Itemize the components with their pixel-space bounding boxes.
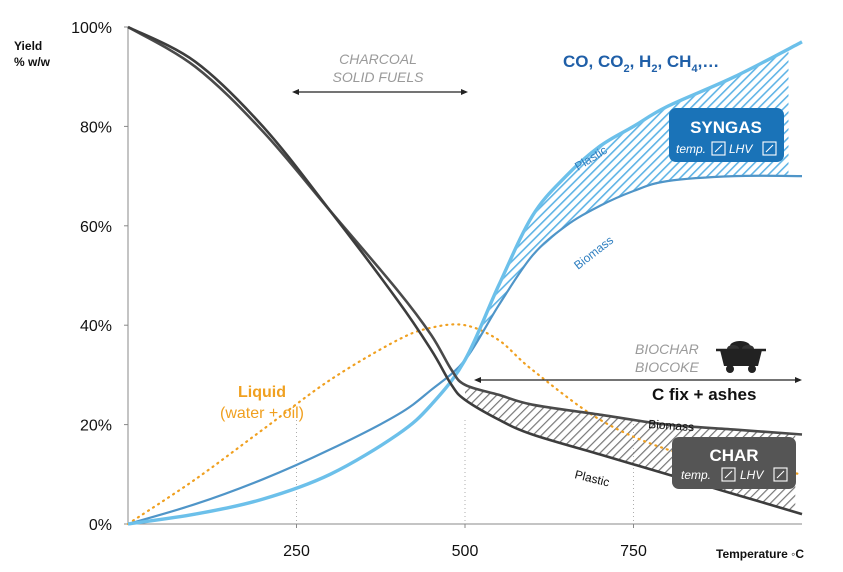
arrow-up-right-icon bbox=[773, 467, 788, 482]
x-tick-label: 250 bbox=[283, 543, 310, 560]
y-tick-label: 100% bbox=[71, 20, 112, 37]
y-axis-label-line2: % w/w bbox=[14, 55, 51, 69]
syngas-title: SYNGAS bbox=[690, 118, 762, 137]
solid-fuels-label: SOLID FUELS bbox=[332, 69, 424, 85]
x-tick-label: 500 bbox=[452, 543, 479, 560]
char-plastic-label: Plastic bbox=[573, 467, 611, 489]
charcoal-range-arrow bbox=[292, 89, 468, 95]
y-tick-label: 0% bbox=[89, 517, 112, 534]
biochar-label: BIOCHAR bbox=[635, 341, 699, 357]
axes: 0% 20% 40% 60% 80% 100% 250 500 750 bbox=[71, 20, 802, 560]
y-tick-label: 80% bbox=[80, 119, 112, 136]
arrow-up-right-icon bbox=[721, 467, 736, 482]
coal-cart-icon bbox=[716, 341, 766, 373]
series-line-char-biomass bbox=[127, 25, 803, 436]
biocoke-label: BIOCOKE bbox=[635, 359, 699, 375]
gas-biomass-label: Biomass bbox=[571, 233, 616, 272]
char-biomass-label: Biomass bbox=[648, 417, 695, 434]
y-axis-label-line1: Yield bbox=[14, 39, 42, 53]
series-line-gas-biomass bbox=[127, 174, 803, 526]
syngas-box: SYNGAS temp. LHV bbox=[669, 108, 784, 162]
char-lhv-label: LHV bbox=[740, 468, 764, 482]
arrow-up-right-icon bbox=[711, 141, 726, 156]
char-box-bg bbox=[672, 437, 796, 489]
x-tick-label: 750 bbox=[620, 543, 647, 560]
liquid-sub-label: (water + oil) bbox=[220, 405, 304, 422]
x-axis-label: Temperature ◦C bbox=[716, 547, 804, 561]
syngas-shaded-band bbox=[465, 48, 789, 361]
syngas-box-bg bbox=[669, 108, 784, 162]
liquid-label: Liquid bbox=[238, 384, 286, 401]
char-title: CHAR bbox=[709, 446, 758, 465]
char-box: CHAR temp. LHV bbox=[672, 437, 796, 489]
cfix-label: C fix + ashes bbox=[652, 385, 756, 404]
series bbox=[126, 25, 804, 526]
cfix-arrow bbox=[474, 377, 802, 383]
arrow-up-right-icon bbox=[762, 141, 777, 156]
gas-products-label: CO, CO2, H2, CH4,… bbox=[563, 52, 719, 75]
syngas-lhv-label: LHV bbox=[729, 142, 753, 156]
y-tick-label: 20% bbox=[80, 418, 112, 435]
series-line-char-plastic bbox=[127, 25, 803, 516]
syngas-temp-label: temp. bbox=[676, 142, 706, 156]
y-tick-label: 60% bbox=[80, 219, 112, 236]
char-temp-label: temp. bbox=[681, 468, 711, 482]
series-line-liquid bbox=[126, 323, 804, 526]
series-line-gas-plastic bbox=[127, 40, 803, 526]
y-tick-label: 40% bbox=[80, 318, 112, 335]
charcoal-label: CHARCOAL bbox=[339, 51, 417, 67]
